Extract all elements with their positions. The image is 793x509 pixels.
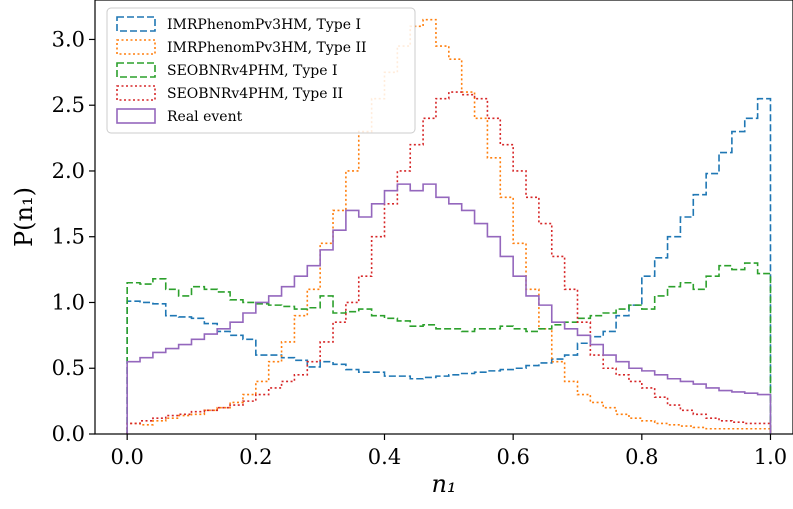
y-tick-label: 0.5 xyxy=(52,356,85,380)
x-axis: 0.0 0.2 0.4 0.6 0.8 1.0 xyxy=(110,434,787,469)
series-line-1 xyxy=(126,18,772,434)
axes-frame xyxy=(94,0,793,435)
y-tick-label: 1.5 xyxy=(52,225,85,249)
legend-label: SEOBNRv4PHM, Type I xyxy=(167,63,338,79)
legend-box xyxy=(106,7,416,134)
x-tick-label: 1.0 xyxy=(754,445,787,469)
y-tick-label: 1.0 xyxy=(52,290,85,314)
series-line-0 xyxy=(126,97,772,434)
legend-label: IMRPhenomPv3HM, Type I xyxy=(167,17,361,33)
series-line-3 xyxy=(126,91,772,434)
legend-swatch xyxy=(116,108,156,124)
x-axis-label: n₁ xyxy=(431,470,456,498)
series-line-2 xyxy=(126,262,772,434)
y-tick-label: 2.0 xyxy=(52,159,85,183)
x-tick-label: 0.4 xyxy=(368,445,401,469)
y-tick-label: 3.0 xyxy=(52,27,85,51)
y-axis: 0.0 0.5 1.0 1.5 2.0 2.5 3.0 xyxy=(52,27,95,446)
plot-lines xyxy=(126,18,772,434)
y-axis-label: P(n₁) xyxy=(10,187,38,247)
legend-swatch xyxy=(116,85,156,101)
legend: IMRPhenomPv3HM, Type I IMRPhenomPv3HM, Ty… xyxy=(106,7,416,134)
x-tick-label: 0.6 xyxy=(496,445,529,469)
legend-label: IMRPhenomPv3HM, Type II xyxy=(167,40,367,56)
series-line-4 xyxy=(126,183,772,434)
x-tick-label: 0.2 xyxy=(239,445,272,469)
y-tick-label: 2.5 xyxy=(52,93,85,117)
x-tick-label: 0.8 xyxy=(625,445,658,469)
y-tick-label: 0.0 xyxy=(52,422,85,446)
x-tick-label: 0.0 xyxy=(110,445,143,469)
legend-swatch xyxy=(116,62,156,78)
legend-swatch xyxy=(116,16,156,32)
legend-swatch xyxy=(116,39,156,55)
legend-label: Real event xyxy=(167,109,243,125)
legend-label: SEOBNRv4PHM, Type II xyxy=(167,86,343,102)
